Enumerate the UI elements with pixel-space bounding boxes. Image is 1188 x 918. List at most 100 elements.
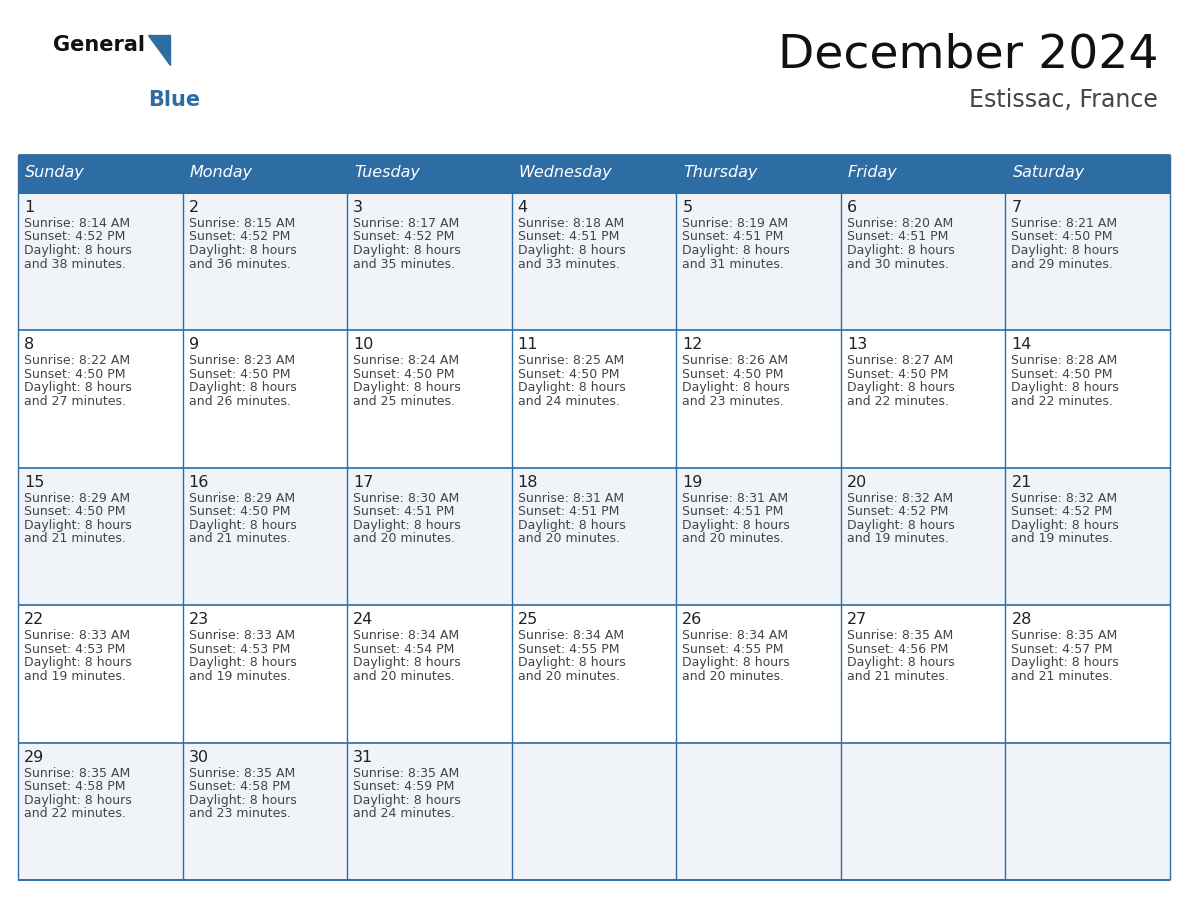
Text: Sunset: 4:53 PM: Sunset: 4:53 PM: [24, 643, 126, 655]
Text: and 25 minutes.: and 25 minutes.: [353, 395, 455, 408]
Text: Daylight: 8 hours: Daylight: 8 hours: [353, 244, 461, 257]
Text: and 33 minutes.: and 33 minutes.: [518, 258, 620, 271]
Text: 12: 12: [682, 338, 702, 353]
Text: Sunset: 4:58 PM: Sunset: 4:58 PM: [24, 780, 126, 793]
Text: Sunrise: 8:34 AM: Sunrise: 8:34 AM: [518, 629, 624, 643]
Text: Daylight: 8 hours: Daylight: 8 hours: [353, 381, 461, 395]
Text: Sunset: 4:50 PM: Sunset: 4:50 PM: [1011, 230, 1113, 243]
Text: Sunrise: 8:34 AM: Sunrise: 8:34 AM: [353, 629, 460, 643]
Text: Daylight: 8 hours: Daylight: 8 hours: [189, 656, 296, 669]
Text: Sunrise: 8:18 AM: Sunrise: 8:18 AM: [518, 217, 624, 230]
Text: Monday: Monday: [190, 165, 253, 181]
Text: 25: 25: [518, 612, 538, 627]
Text: 30: 30: [189, 750, 209, 765]
Text: Sunset: 4:53 PM: Sunset: 4:53 PM: [189, 643, 290, 655]
Text: Daylight: 8 hours: Daylight: 8 hours: [1011, 381, 1119, 395]
Text: and 26 minutes.: and 26 minutes.: [189, 395, 290, 408]
Text: Sunrise: 8:28 AM: Sunrise: 8:28 AM: [1011, 354, 1118, 367]
Text: Sunset: 4:51 PM: Sunset: 4:51 PM: [518, 230, 619, 243]
Text: Daylight: 8 hours: Daylight: 8 hours: [24, 244, 132, 257]
Text: Sunrise: 8:35 AM: Sunrise: 8:35 AM: [189, 767, 295, 779]
Text: Sunset: 4:51 PM: Sunset: 4:51 PM: [682, 505, 784, 519]
Text: Daylight: 8 hours: Daylight: 8 hours: [353, 656, 461, 669]
Bar: [18, 330, 1170, 468]
Text: Sunset: 4:50 PM: Sunset: 4:50 PM: [24, 505, 126, 519]
Text: 17: 17: [353, 475, 373, 490]
Text: Sunset: 4:52 PM: Sunset: 4:52 PM: [24, 230, 126, 243]
Text: Daylight: 8 hours: Daylight: 8 hours: [682, 381, 790, 395]
Text: 3: 3: [353, 200, 364, 215]
Bar: [512, 155, 676, 193]
Text: 23: 23: [189, 612, 209, 627]
Text: Sunrise: 8:22 AM: Sunrise: 8:22 AM: [24, 354, 131, 367]
Text: Sunset: 4:52 PM: Sunset: 4:52 PM: [189, 230, 290, 243]
Text: Sunrise: 8:31 AM: Sunrise: 8:31 AM: [682, 492, 789, 505]
Text: 4: 4: [518, 200, 527, 215]
Text: Sunday: Sunday: [25, 165, 84, 181]
Text: Sunrise: 8:34 AM: Sunrise: 8:34 AM: [682, 629, 789, 643]
Text: Tuesday: Tuesday: [354, 165, 421, 181]
Text: 16: 16: [189, 475, 209, 490]
Text: 14: 14: [1011, 338, 1032, 353]
Text: Sunrise: 8:32 AM: Sunrise: 8:32 AM: [1011, 492, 1118, 505]
Text: Daylight: 8 hours: Daylight: 8 hours: [1011, 244, 1119, 257]
Text: 15: 15: [24, 475, 44, 490]
Text: Daylight: 8 hours: Daylight: 8 hours: [518, 656, 625, 669]
Bar: [347, 155, 512, 193]
Text: 18: 18: [518, 475, 538, 490]
Text: Sunset: 4:51 PM: Sunset: 4:51 PM: [353, 505, 455, 519]
Text: 6: 6: [847, 200, 857, 215]
Text: Sunset: 4:58 PM: Sunset: 4:58 PM: [189, 780, 290, 793]
Text: Sunset: 4:50 PM: Sunset: 4:50 PM: [682, 368, 784, 381]
Text: Daylight: 8 hours: Daylight: 8 hours: [518, 381, 625, 395]
Text: 28: 28: [1011, 612, 1032, 627]
Bar: [18, 193, 1170, 330]
Text: General: General: [53, 35, 145, 55]
Text: Sunset: 4:50 PM: Sunset: 4:50 PM: [518, 368, 619, 381]
Text: 20: 20: [847, 475, 867, 490]
Text: and 30 minutes.: and 30 minutes.: [847, 258, 949, 271]
Bar: [841, 155, 1005, 193]
Text: Daylight: 8 hours: Daylight: 8 hours: [518, 244, 625, 257]
Text: Sunrise: 8:23 AM: Sunrise: 8:23 AM: [189, 354, 295, 367]
Text: 7: 7: [1011, 200, 1022, 215]
Text: and 22 minutes.: and 22 minutes.: [1011, 395, 1113, 408]
Text: Sunrise: 8:35 AM: Sunrise: 8:35 AM: [847, 629, 953, 643]
Text: Sunset: 4:50 PM: Sunset: 4:50 PM: [353, 368, 455, 381]
Text: and 36 minutes.: and 36 minutes.: [189, 258, 290, 271]
Text: and 24 minutes.: and 24 minutes.: [518, 395, 620, 408]
Text: Daylight: 8 hours: Daylight: 8 hours: [24, 656, 132, 669]
Text: Sunrise: 8:21 AM: Sunrise: 8:21 AM: [1011, 217, 1118, 230]
Text: and 35 minutes.: and 35 minutes.: [353, 258, 455, 271]
Text: Sunrise: 8:31 AM: Sunrise: 8:31 AM: [518, 492, 624, 505]
Text: 22: 22: [24, 612, 44, 627]
Text: Daylight: 8 hours: Daylight: 8 hours: [847, 519, 955, 532]
Text: December 2024: December 2024: [777, 32, 1158, 77]
Text: Sunrise: 8:35 AM: Sunrise: 8:35 AM: [24, 767, 131, 779]
Text: and 20 minutes.: and 20 minutes.: [353, 670, 455, 683]
Text: Sunrise: 8:20 AM: Sunrise: 8:20 AM: [847, 217, 953, 230]
Text: and 19 minutes.: and 19 minutes.: [847, 532, 949, 545]
Text: and 21 minutes.: and 21 minutes.: [189, 532, 290, 545]
Bar: [18, 468, 1170, 605]
Text: Daylight: 8 hours: Daylight: 8 hours: [189, 244, 296, 257]
Text: Daylight: 8 hours: Daylight: 8 hours: [24, 793, 132, 807]
Text: Sunset: 4:50 PM: Sunset: 4:50 PM: [189, 505, 290, 519]
Text: and 38 minutes.: and 38 minutes.: [24, 258, 126, 271]
Text: and 20 minutes.: and 20 minutes.: [518, 532, 620, 545]
Text: Sunset: 4:52 PM: Sunset: 4:52 PM: [1011, 505, 1113, 519]
Text: 19: 19: [682, 475, 702, 490]
Text: Sunset: 4:55 PM: Sunset: 4:55 PM: [518, 643, 619, 655]
Text: Sunset: 4:52 PM: Sunset: 4:52 PM: [353, 230, 455, 243]
Text: Sunrise: 8:14 AM: Sunrise: 8:14 AM: [24, 217, 131, 230]
Text: Daylight: 8 hours: Daylight: 8 hours: [518, 519, 625, 532]
Text: Sunrise: 8:29 AM: Sunrise: 8:29 AM: [24, 492, 131, 505]
Bar: [18, 155, 183, 193]
Bar: [1005, 155, 1170, 193]
Text: and 19 minutes.: and 19 minutes.: [24, 670, 126, 683]
Text: Daylight: 8 hours: Daylight: 8 hours: [24, 381, 132, 395]
Text: and 20 minutes.: and 20 minutes.: [682, 670, 784, 683]
Text: 8: 8: [24, 338, 34, 353]
Text: Sunset: 4:54 PM: Sunset: 4:54 PM: [353, 643, 455, 655]
Text: and 20 minutes.: and 20 minutes.: [518, 670, 620, 683]
